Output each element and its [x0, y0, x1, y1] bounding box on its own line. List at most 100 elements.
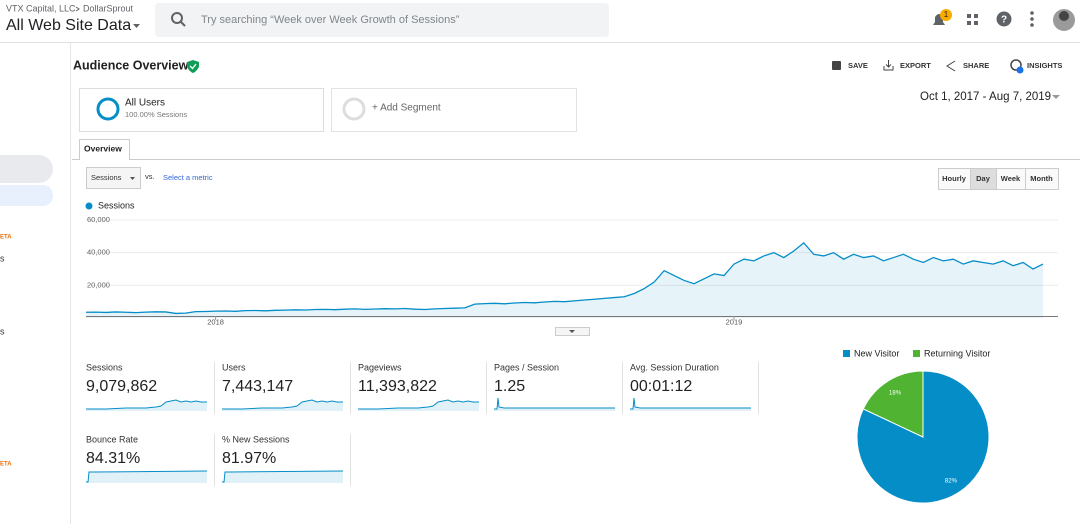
sparkline-line — [222, 399, 343, 410]
metric-value: 1.25 — [494, 378, 525, 395]
sidebar-item[interactable]: ETA — [0, 235, 12, 241]
vs-label: vs. — [145, 172, 155, 181]
metric-select[interactable] — [86, 167, 141, 189]
sparkline-line — [222, 470, 344, 483]
select-metric[interactable]: Select a metric — [163, 173, 213, 182]
sparkline-area — [358, 400, 479, 411]
granularity-label: Hourly — [942, 174, 967, 183]
action[interactable]: SHARE — [963, 61, 989, 70]
segment-ring — [96, 97, 120, 121]
metric-value: 7,443,147 — [222, 378, 293, 395]
action[interactable]: EXPORT — [900, 61, 931, 70]
legend-marker — [85, 202, 93, 210]
legend-label: New Visitor — [854, 348, 899, 358]
action[interactable]: INSIGHTS — [1027, 61, 1062, 70]
sparkline-area — [86, 400, 207, 411]
sparkline-line — [86, 470, 208, 483]
help-glyph: ? — [1001, 15, 1007, 26]
sidebar-item[interactable]: s — [0, 326, 5, 336]
y-tick-label: 60,000 — [87, 215, 110, 224]
verified-icon — [187, 60, 199, 73]
y-tick-label: 40,000 — [87, 248, 110, 257]
breadcrumb[interactable]: VTX Capital, LLC — [6, 3, 76, 13]
legend-label: Sessions — [98, 200, 135, 210]
sparkline — [358, 399, 479, 411]
sparkline-line — [358, 399, 479, 410]
segment-ring — [342, 97, 366, 121]
granularity-label: Week — [1001, 174, 1021, 183]
insights-badge — [1016, 66, 1024, 74]
sparkline — [630, 397, 751, 411]
granularity-label: Day — [976, 174, 991, 183]
breadcrumb[interactable]: DollarSprout — [83, 3, 134, 13]
metric-value: 81.97% — [222, 450, 276, 467]
segment-detail: 100.00% Sessions — [125, 110, 187, 119]
dropdown-arrow — [130, 177, 135, 180]
property-name[interactable]: All Web Site Data — [6, 17, 131, 34]
search-box[interactable] — [155, 3, 609, 37]
metric-value: 11,393,822 — [358, 378, 437, 395]
sidebar-item[interactable]: ETA — [0, 462, 12, 468]
dropdown-arrow[interactable] — [1052, 95, 1060, 99]
sidebar-pill[interactable] — [0, 185, 53, 206]
x-tick-label: 2019 — [726, 317, 743, 326]
sparkline — [86, 470, 208, 483]
metric-label: Bounce Rate — [86, 434, 138, 444]
metric-label: Pages / Session — [494, 362, 559, 372]
report-title: Audience Overview — [73, 58, 189, 72]
metric-label: Avg. Session Duration — [630, 362, 719, 372]
x-tick-label: 2018 — [207, 317, 224, 326]
sparkline-area — [86, 471, 207, 483]
metric-label: Sessions — [86, 362, 123, 372]
sparkline-area — [222, 400, 343, 411]
more-icon[interactable] — [1030, 11, 1034, 27]
pie-slice — [862, 370, 924, 438]
sparkline-line — [494, 397, 615, 410]
sparkline-line — [630, 397, 751, 410]
metric-value: 9,079,862 — [86, 378, 157, 395]
sparkline — [222, 470, 344, 483]
legend-label: Returning Visitor — [924, 348, 990, 358]
granularity-button[interactable] — [1025, 168, 1059, 190]
metric-label: % New Sessions — [222, 434, 290, 444]
granularity-label: Month — [1030, 174, 1053, 183]
search-placeholder[interactable]: Try searching “Week over Week Growth of … — [201, 14, 460, 26]
apps-icon[interactable] — [967, 14, 978, 25]
chevron — [75, 6, 80, 12]
y-tick-label: 20,000 — [87, 280, 110, 289]
sparkline — [222, 399, 343, 411]
metric-label: Users — [222, 362, 246, 372]
sparkline — [86, 399, 207, 411]
save-icon[interactable] — [832, 61, 841, 70]
metric-value: 84.31% — [86, 450, 140, 467]
sidebar-item[interactable]: s — [0, 253, 5, 263]
metric-name: Sessions — [91, 173, 122, 182]
dropdown-arrow[interactable] — [133, 24, 140, 28]
legend-marker — [843, 350, 850, 357]
metric-label: Pageviews — [358, 362, 402, 372]
tab-border — [72, 139, 1080, 160]
sidebar-pill[interactable] — [0, 155, 53, 183]
segment-card[interactable] — [79, 88, 324, 132]
help-icon[interactable] — [996, 11, 1012, 27]
pie-label: 82% — [945, 479, 958, 485]
action[interactable]: SAVE — [848, 61, 868, 70]
tab[interactable]: Overview — [84, 143, 122, 153]
export-icon[interactable] — [883, 60, 894, 71]
add-segment: + Add Segment — [372, 103, 441, 114]
segment-name: All Users — [125, 98, 165, 109]
date-range[interactable]: Oct 1, 2017 - Aug 7, 2019 — [920, 91, 1051, 103]
sparkline-area — [222, 471, 343, 483]
notification-badge — [940, 9, 952, 21]
search-icon — [180, 21, 186, 27]
add-segment-card[interactable] — [331, 88, 577, 132]
share-icon[interactable] — [946, 60, 956, 72]
notification-count: 1 — [944, 10, 949, 19]
pie-label: 18% — [889, 391, 902, 397]
chart-handle-arrow — [569, 330, 575, 333]
insights-icon[interactable] — [1010, 59, 1022, 71]
area-fill — [86, 242, 1043, 318]
search-icon — [171, 12, 183, 24]
verified-check — [189, 63, 197, 70]
